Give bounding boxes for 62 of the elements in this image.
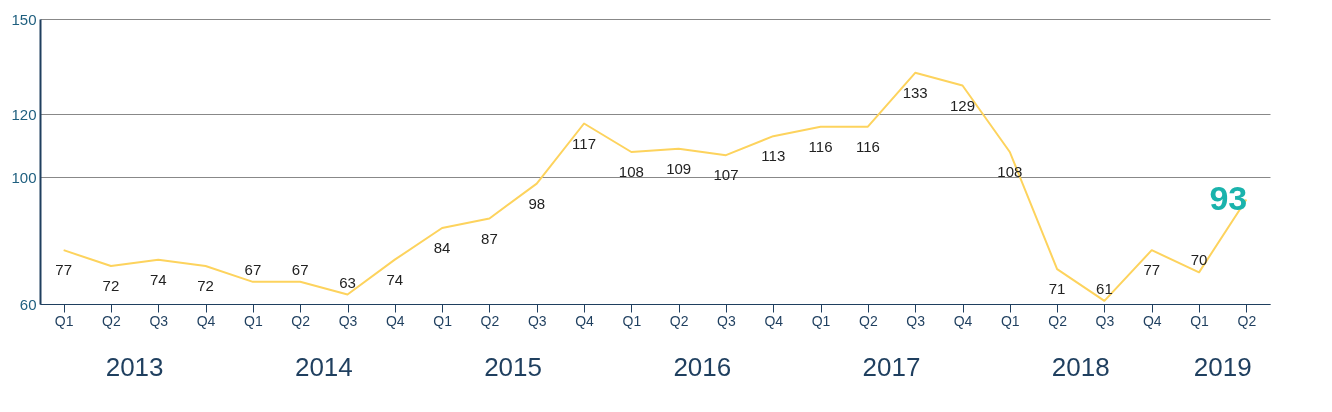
x-tick-label: Q2: [1048, 312, 1068, 329]
data-label: 133: [902, 83, 928, 101]
data-label: 109: [666, 159, 692, 177]
x-tick-label: Q4: [385, 312, 405, 329]
text: 2013: [105, 352, 164, 382]
x-tick-label: Q3: [149, 312, 169, 329]
text: 2017: [862, 352, 921, 382]
y-tick-label: 100: [11, 168, 37, 186]
text: 2016: [673, 352, 732, 382]
x-tick-label: Q1: [811, 312, 831, 329]
x-tick-label: Q1: [54, 312, 74, 329]
data-label: 84: [433, 239, 451, 256]
text: 2015: [484, 352, 542, 382]
x-tick-label: Q2: [1237, 312, 1257, 329]
data-label: 63: [339, 273, 356, 291]
x-tick-label: Q3: [527, 312, 547, 329]
text: 2018: [1051, 352, 1110, 382]
x-tick-label: Q3: [906, 312, 926, 329]
data-label: 93: [1209, 178, 1248, 217]
data-label: 98: [528, 194, 546, 212]
x-tick-label: Q2: [859, 312, 878, 329]
x-tick-label: Q1: [244, 312, 263, 329]
x-tick-label: Q3: [338, 312, 358, 329]
data-label: 116: [855, 137, 880, 155]
data-label: 108: [618, 163, 644, 180]
data-label: 71: [1048, 280, 1066, 298]
data-label: 77: [55, 261, 72, 279]
text: 2014: [294, 352, 353, 382]
data-label: 72: [197, 277, 214, 294]
data-label: 116: [808, 137, 833, 155]
x-tick-label: Q4: [1142, 312, 1162, 329]
data-label: 129: [949, 96, 976, 114]
data-label: 70: [1190, 251, 1208, 269]
x-tick-label: Q1: [622, 312, 642, 329]
x-tick-label: Q4: [575, 312, 595, 329]
x-tick-label: Q2: [669, 312, 689, 329]
data-label: 72: [102, 277, 120, 294]
x-tick-label: Q2: [102, 312, 122, 329]
x-tick-label: Q4: [953, 312, 973, 329]
data-label: 113: [761, 147, 786, 165]
data-label: 74: [149, 270, 167, 288]
x-tick-label: Q1: [1190, 312, 1210, 329]
y-tick-label: 60: [19, 295, 37, 313]
data-label: 67: [244, 260, 262, 278]
x-tick-label: Q4: [764, 312, 784, 329]
x-tick-label: Q2: [480, 312, 500, 329]
x-tick-label: Q1: [433, 312, 453, 329]
data-label: 61: [1096, 279, 1113, 297]
x-tick-label: Q3: [1095, 312, 1115, 329]
x-tick-label: Q2: [291, 312, 311, 329]
data-label: 107: [713, 166, 739, 184]
x-tick-label: Q4: [196, 312, 216, 329]
data-label: 77: [1143, 261, 1161, 279]
x-tick-label: Q3: [717, 312, 737, 329]
y-tick-label: 120: [11, 105, 37, 123]
data-label: 87: [481, 229, 498, 247]
x-tick-label: Q1: [1000, 312, 1020, 329]
y-tick-label: 150: [11, 10, 37, 28]
text: 2019: [1193, 352, 1252, 382]
data-label: 74: [386, 270, 404, 288]
data-label: 67: [291, 260, 309, 278]
data-label: 117: [572, 134, 596, 152]
